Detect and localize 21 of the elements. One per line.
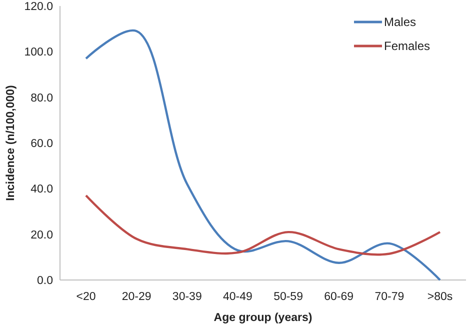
x-tick-label: 50-59: [274, 291, 303, 303]
line-series: [84, 194, 442, 256]
x-tick-label: 70-79: [374, 291, 404, 303]
y-tick-label: 20.0: [30, 229, 53, 242]
x-tick-label: 30-39: [172, 291, 202, 303]
x-axis-title: Age group (years): [214, 312, 312, 324]
y-axis-title: Incidence (n/100,000): [5, 84, 17, 201]
x-tick-label: <20: [76, 291, 96, 303]
y-tick-label: 40.0: [30, 184, 53, 196]
legend-label: Males: [384, 15, 416, 30]
y-tick-label: 60.0: [30, 138, 53, 150]
x-tick-label: 20-29: [122, 291, 152, 303]
x-tick-label: 60-69: [324, 291, 354, 303]
legend-label: Females: [384, 39, 430, 54]
y-tick-label: 100.0: [24, 46, 53, 59]
y-tick-label: 0.0: [37, 275, 53, 288]
line-series: [84, 30, 442, 282]
x-tick-label: >80s: [427, 291, 453, 303]
y-tick-label: 120.0: [24, 1, 53, 14]
x-tick-label: 40-49: [223, 291, 252, 303]
y-tick-label: 80.0: [30, 92, 53, 104]
